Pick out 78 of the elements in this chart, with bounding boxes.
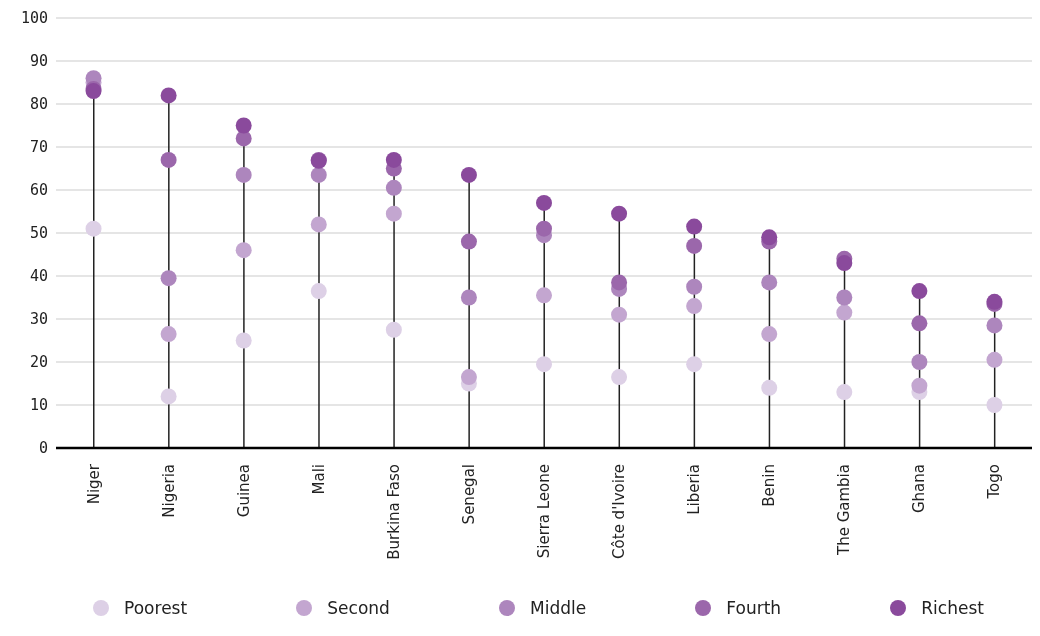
point xyxy=(235,117,252,134)
y-tick-label: 0 xyxy=(38,439,48,458)
x-tick-label: Ghana xyxy=(910,464,929,514)
point xyxy=(536,287,552,304)
x-tick-label: The Gambia xyxy=(835,464,854,556)
point xyxy=(235,242,252,259)
point xyxy=(986,351,1003,368)
x-tick-label: Nigeria xyxy=(159,464,178,518)
point xyxy=(986,317,1003,334)
point xyxy=(611,306,628,323)
point xyxy=(911,377,928,394)
y-tick-label: 30 xyxy=(29,310,48,329)
point xyxy=(460,369,477,386)
point xyxy=(836,255,853,272)
x-tick-label: Niger xyxy=(84,463,103,505)
y-tick-label: 20 xyxy=(29,353,48,372)
point xyxy=(310,216,327,233)
point xyxy=(686,356,703,373)
point xyxy=(836,304,853,321)
x-tick-label: Senegal xyxy=(459,464,478,525)
point xyxy=(160,388,177,405)
point xyxy=(235,166,252,183)
point xyxy=(911,354,928,370)
legend-label: Richest xyxy=(921,598,984,618)
y-tick-label: 70 xyxy=(29,138,48,157)
point xyxy=(160,87,177,104)
point xyxy=(310,166,327,183)
point xyxy=(761,379,778,396)
y-tick-label: 10 xyxy=(29,396,48,415)
point xyxy=(611,274,628,291)
point xyxy=(385,321,402,338)
point xyxy=(986,397,1003,413)
y-tick-label: 80 xyxy=(29,95,48,114)
point xyxy=(761,229,778,246)
point xyxy=(686,298,703,315)
legend-label: Fourth xyxy=(726,598,782,618)
x-tick-label: Liberia xyxy=(685,464,704,515)
y-tick-label: 60 xyxy=(29,181,48,200)
y-tick-label: 40 xyxy=(29,267,48,286)
point xyxy=(160,270,177,287)
point xyxy=(160,151,177,168)
x-tick-label: Guinea xyxy=(234,464,253,518)
y-tick-label: 50 xyxy=(29,224,48,243)
point xyxy=(536,194,552,211)
point xyxy=(686,218,703,235)
point xyxy=(536,356,552,373)
x-tick-label: Côte d'Ivoire xyxy=(610,464,629,559)
point xyxy=(911,283,928,300)
y-tick-label: 100 xyxy=(20,9,48,28)
point xyxy=(761,274,778,291)
x-tick-label: Mali xyxy=(309,464,328,495)
point xyxy=(836,384,853,401)
point xyxy=(460,289,477,306)
x-tick-label: Burkina Faso xyxy=(384,464,403,560)
point xyxy=(160,326,177,343)
legend-label: Second xyxy=(327,598,390,618)
legend-label: Poorest xyxy=(124,598,188,618)
point xyxy=(536,220,552,237)
point xyxy=(310,283,327,300)
point xyxy=(911,315,928,332)
x-tick-label: Benin xyxy=(760,464,779,507)
point xyxy=(460,233,477,250)
legend-label: Middle xyxy=(530,598,587,618)
x-tick-label: Sierra Leone xyxy=(535,464,553,559)
point xyxy=(385,205,402,222)
point xyxy=(611,369,628,386)
point xyxy=(686,237,703,254)
point xyxy=(686,278,703,295)
point xyxy=(385,179,402,196)
y-tick-label: 90 xyxy=(29,52,48,71)
point xyxy=(235,332,252,349)
x-tick-label: Togo xyxy=(985,464,1004,500)
point xyxy=(761,326,778,343)
point xyxy=(836,289,853,306)
point xyxy=(611,205,628,222)
point xyxy=(385,151,402,168)
point xyxy=(460,166,477,183)
point xyxy=(85,220,102,237)
